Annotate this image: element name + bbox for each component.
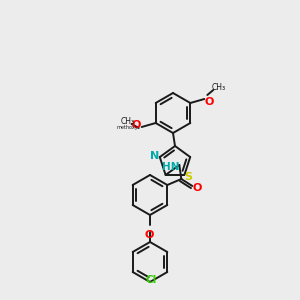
Text: O: O: [132, 120, 141, 130]
Text: S: S: [184, 172, 192, 182]
Text: O: O: [205, 97, 214, 107]
Text: HN: HN: [162, 162, 179, 172]
Text: O: O: [193, 183, 202, 193]
Text: Cl: Cl: [146, 275, 157, 285]
Text: methoxy: methoxy: [117, 125, 139, 130]
Text: CH₃: CH₃: [121, 118, 135, 127]
Text: N: N: [150, 151, 159, 161]
Text: O: O: [144, 230, 154, 240]
Text: CH₃: CH₃: [211, 83, 225, 92]
